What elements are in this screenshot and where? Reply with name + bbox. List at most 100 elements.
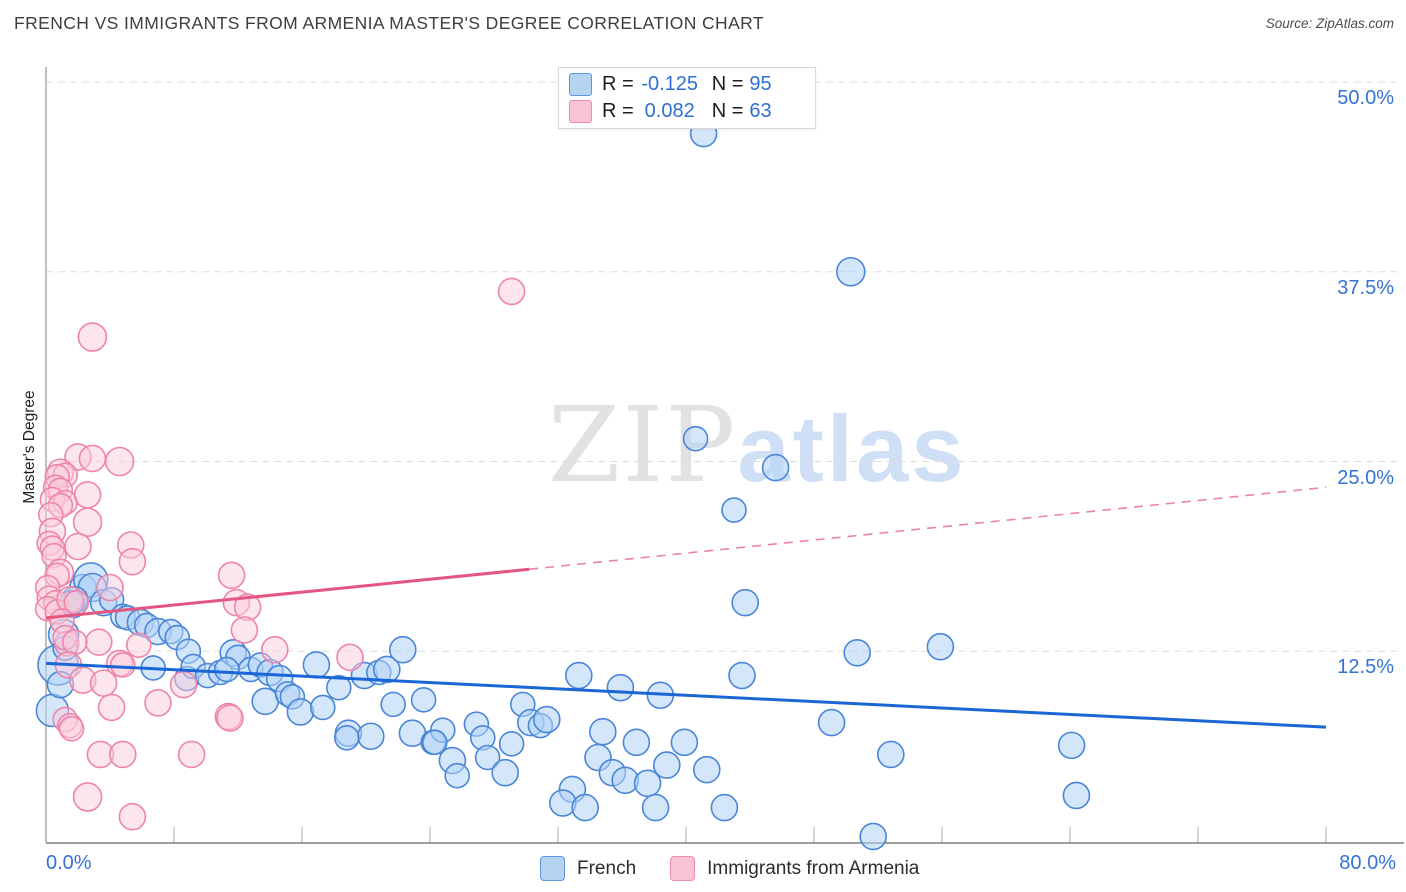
data-point-french[interactable] bbox=[682, 425, 709, 452]
legend-box: R = -0.125 N = 95 R = 0.082 N = 63 bbox=[558, 67, 816, 129]
data-point-armenia[interactable] bbox=[104, 446, 135, 477]
data-point-armenia[interactable] bbox=[96, 573, 124, 602]
n-label: N = bbox=[711, 99, 744, 122]
data-point-french[interactable] bbox=[728, 661, 756, 690]
data-point-armenia[interactable] bbox=[169, 670, 198, 699]
data-point-armenia[interactable] bbox=[497, 277, 526, 306]
armenia-swatch-icon bbox=[569, 99, 592, 123]
data-point-french[interactable] bbox=[652, 751, 681, 779]
data-point-armenia[interactable] bbox=[217, 561, 246, 590]
data-point-armenia[interactable] bbox=[230, 616, 259, 644]
data-point-french[interactable] bbox=[491, 758, 520, 787]
data-point-armenia[interactable] bbox=[260, 635, 289, 664]
data-point-french[interactable] bbox=[633, 769, 662, 798]
data-point-armenia[interactable] bbox=[72, 782, 103, 812]
data-point-armenia[interactable] bbox=[144, 689, 172, 717]
watermark-atlas: atlas bbox=[737, 396, 967, 501]
data-point-french[interactable] bbox=[588, 717, 617, 746]
data-point-armenia[interactable] bbox=[216, 704, 244, 732]
data-point-french[interactable] bbox=[380, 691, 407, 718]
data-point-french[interactable] bbox=[876, 740, 905, 769]
french-swatch-icon bbox=[569, 73, 592, 97]
data-point-french[interactable] bbox=[622, 728, 651, 757]
data-point-french[interactable] bbox=[309, 694, 336, 721]
x-max-label: 80.0% bbox=[1339, 852, 1396, 874]
data-point-french[interactable] bbox=[532, 705, 561, 734]
data-point-french[interactable] bbox=[333, 724, 360, 751]
data-point-armenia[interactable] bbox=[177, 740, 206, 769]
y-tick-label-37-5: 37.5% bbox=[1337, 276, 1394, 299]
trend-line bbox=[45, 567, 530, 620]
data-point-armenia[interactable] bbox=[77, 322, 108, 352]
data-point-french[interactable] bbox=[421, 729, 448, 756]
data-point-french[interactable] bbox=[571, 793, 600, 822]
data-point-french[interactable] bbox=[641, 793, 670, 822]
bottom-legend: French Immigrants from Armenia bbox=[540, 856, 919, 881]
data-point-armenia[interactable] bbox=[110, 652, 136, 678]
data-point-french[interactable] bbox=[859, 822, 888, 851]
page-title: FRENCH VS IMMIGRANTS FROM ARMENIA MASTER… bbox=[14, 13, 764, 33]
data-point-french[interactable] bbox=[835, 256, 866, 287]
data-point-french[interactable] bbox=[1062, 781, 1091, 810]
y-tick-label-25: 25.0% bbox=[1337, 466, 1394, 489]
data-point-armenia[interactable] bbox=[109, 740, 137, 769]
data-point-armenia[interactable] bbox=[336, 643, 364, 672]
n-label: N = bbox=[711, 73, 744, 96]
data-point-french[interactable] bbox=[388, 635, 417, 664]
data-point-french[interactable] bbox=[731, 588, 760, 617]
data-point-french[interactable] bbox=[926, 632, 955, 661]
data-point-french[interactable] bbox=[410, 687, 437, 713]
french-legend-swatch-icon bbox=[540, 856, 565, 881]
data-point-armenia[interactable] bbox=[126, 632, 152, 658]
data-point-french[interactable] bbox=[286, 698, 315, 726]
data-point-french[interactable] bbox=[302, 651, 331, 679]
data-point-french[interactable] bbox=[325, 674, 352, 701]
data-point-french[interactable] bbox=[1057, 731, 1086, 760]
data-point-armenia[interactable] bbox=[97, 693, 126, 722]
y-tick-label-12-5: 12.5% bbox=[1337, 656, 1394, 679]
armenia-legend-label: Immigrants from Armenia bbox=[707, 857, 920, 879]
x-min-label: 0.0% bbox=[46, 852, 92, 874]
data-point-french[interactable] bbox=[474, 744, 501, 771]
data-point-french[interactable] bbox=[564, 661, 593, 690]
y-tick-label-50: 50.0% bbox=[1337, 87, 1394, 109]
trend-line bbox=[45, 661, 1327, 729]
r-label: R = bbox=[602, 99, 634, 122]
data-point-french[interactable] bbox=[843, 638, 872, 667]
trend-line bbox=[529, 486, 1327, 571]
data-point-french[interactable] bbox=[372, 655, 401, 684]
data-point-french[interactable] bbox=[721, 497, 747, 523]
data-point-armenia[interactable] bbox=[62, 629, 88, 655]
data-point-french[interactable] bbox=[692, 755, 721, 784]
data-point-french[interactable] bbox=[817, 708, 846, 737]
data-point-french[interactable] bbox=[356, 722, 385, 751]
legend-row-armenia: R = 0.082 N = 63 bbox=[569, 99, 805, 123]
data-point-french[interactable] bbox=[214, 656, 240, 683]
data-point-french[interactable] bbox=[606, 673, 635, 702]
data-point-french[interactable] bbox=[444, 762, 471, 789]
data-point-french[interactable] bbox=[710, 793, 739, 822]
french-legend-label: French bbox=[577, 857, 637, 879]
n-value-french: 95 bbox=[749, 73, 772, 96]
r-value-armenia: 0.082 bbox=[644, 99, 695, 122]
data-point-armenia[interactable] bbox=[78, 444, 107, 473]
data-point-french[interactable] bbox=[498, 731, 525, 757]
data-point-armenia[interactable] bbox=[64, 532, 92, 561]
data-point-armenia[interactable] bbox=[58, 715, 85, 742]
data-point-french[interactable] bbox=[670, 728, 699, 757]
y-axis-title: Master's Degree bbox=[21, 390, 38, 504]
r-label: R = bbox=[602, 73, 634, 96]
data-point-armenia[interactable] bbox=[118, 802, 147, 831]
source-credit: Source: ZipAtlas.com bbox=[1265, 16, 1394, 31]
data-point-armenia[interactable] bbox=[72, 507, 103, 538]
data-point-armenia[interactable] bbox=[118, 547, 147, 576]
data-point-french[interactable] bbox=[761, 453, 790, 482]
data-point-armenia[interactable] bbox=[89, 669, 118, 697]
data-point-armenia[interactable] bbox=[73, 481, 102, 509]
data-point-french[interactable] bbox=[548, 789, 577, 817]
data-point-armenia[interactable] bbox=[85, 628, 113, 656]
data-point-french[interactable] bbox=[251, 687, 280, 716]
armenia-legend-swatch-icon bbox=[670, 856, 696, 881]
